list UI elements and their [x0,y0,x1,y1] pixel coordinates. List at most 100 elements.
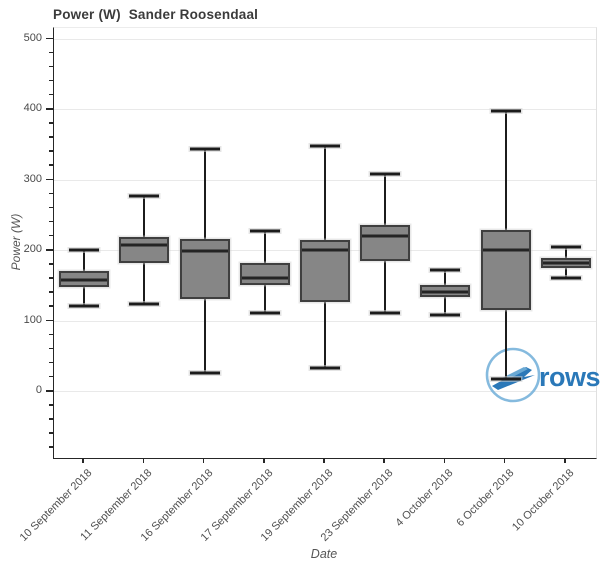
whisker-cap-high [69,248,100,252]
x-tick [503,458,506,463]
y-major-tick [46,390,53,392]
whisker-upper [83,250,86,272]
whisker-cap-low [129,302,160,306]
whisker-cap-low [490,377,521,381]
y-minor-tick [49,375,53,378]
y-minor-tick [49,418,53,420]
y-minor-tick [49,79,53,82]
x-tick [564,458,566,463]
y-minor-tick [49,432,53,434]
y-minor-tick [49,347,53,350]
y-minor-tick [49,277,53,279]
y-gridline [54,109,596,111]
whisker-lower [564,268,567,278]
y-tick-label: 400 [23,102,42,115]
logo-boat-accent-icon [502,367,528,380]
whisker-cap-low [249,311,280,315]
median-line [241,276,288,280]
whisker-lower [384,260,387,313]
x-tick [383,458,385,463]
y-minor-tick [49,333,53,336]
plot-area[interactable] [53,27,597,459]
whisker-cap-high [129,194,160,198]
whisker-lower [143,263,146,304]
y-minor-tick [49,263,53,265]
y-minor-tick [49,150,53,152]
y-gridline [54,391,596,393]
whisker-cap-low [370,311,401,315]
y-minor-tick [49,220,53,223]
logo-text: rowsandall [539,362,600,392]
whisker-cap-high [189,147,220,151]
box [179,238,230,299]
chart-title: Power (W) Sander Roosendaal [53,7,259,22]
y-minor-tick [49,65,53,68]
whisker-cap-low [189,371,220,375]
whisker-upper [444,269,447,285]
x-tick [202,458,205,463]
whisker-cap-high [370,172,401,176]
median-line [482,248,529,252]
whisker-upper [203,149,206,239]
y-gridline [54,38,596,40]
whisker-cap-high [310,144,340,148]
y-minor-tick [49,291,53,293]
rowsandall-logo: rowsandall [485,347,600,403]
y-tick-label: 200 [23,243,42,256]
whisker-upper [143,196,146,238]
whisker-cap-low [310,366,340,370]
y-minor-tick [49,93,53,96]
whisker-cap-low [430,313,461,317]
y-major-tick [46,319,53,322]
x-tick-label: 4 October 2018 [393,467,456,530]
logo-circle-icon [485,347,541,403]
box [239,263,290,286]
median-line [61,278,108,282]
y-tick-label: 500 [23,31,42,44]
whisker-cap-high [490,109,521,113]
whisker-lower [203,298,206,374]
y-minor-tick [49,404,53,406]
median-line [362,234,409,238]
x-tick [263,458,265,463]
whisker-lower [504,309,507,380]
x-tick-label: 10 October 2018 [509,467,577,534]
whisker-upper [263,231,266,264]
y-minor-tick [49,206,53,209]
whisker-cap-low [550,276,581,280]
y-tick-label: 100 [23,313,42,326]
x-tick [323,458,325,463]
x-tick-label: 6 October 2018 [454,467,517,530]
y-minor-tick [49,361,53,364]
median-line [302,248,348,252]
y-major-tick [46,108,53,110]
box [119,237,170,264]
median-line [121,243,168,247]
whisker-upper [384,173,387,226]
whisker-lower [263,285,266,314]
y-minor-tick [49,305,53,307]
median-line [181,249,228,253]
median-line [422,290,469,294]
y-minor-tick [49,122,53,124]
y-major-tick [46,178,53,181]
y-major-tick [46,37,53,40]
y-minor-tick [49,446,53,448]
x-axis-title: Date [310,547,338,561]
x-tick [82,458,84,463]
whisker-lower [324,302,326,368]
y-major-tick [46,249,53,251]
box [360,225,411,261]
y-minor-tick [49,192,53,195]
y-axis-title: Power (W) [9,213,23,271]
x-tick [142,458,145,463]
whisker-cap-high [430,268,461,272]
whisker-upper [504,111,507,231]
whisker-cap-high [550,245,581,249]
whisker-cap-high [249,229,280,233]
y-tick-label: 300 [23,172,42,185]
median-line [542,261,589,265]
whisker-upper [564,246,567,258]
whisker-lower [444,297,447,315]
